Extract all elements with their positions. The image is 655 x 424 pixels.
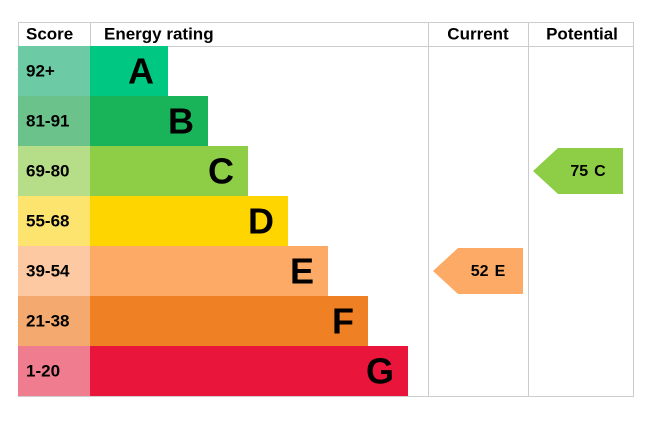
rating-bar (90, 246, 328, 296)
rating-letter: G (366, 351, 394, 392)
score-cell (18, 46, 90, 96)
potential-label: 75 C (570, 163, 606, 180)
current-value: 52 (471, 263, 489, 280)
score-cell (18, 346, 90, 396)
rating-bar (90, 146, 248, 196)
rating-letter: E (290, 251, 314, 292)
header-current: Current (447, 25, 509, 44)
score-cell (18, 146, 90, 196)
potential-value: 75 (570, 163, 588, 180)
rating-bar (90, 346, 408, 396)
rating-bar (90, 46, 168, 96)
rating-bar (90, 196, 288, 246)
current-letter: E (495, 263, 506, 280)
header-potential: Potential (546, 25, 618, 44)
score-label: 21-38 (26, 312, 69, 331)
score-label: 92+ (26, 62, 55, 81)
rating-letter: F (332, 301, 354, 342)
score-cell (18, 96, 90, 146)
score-label: 69-80 (26, 162, 69, 181)
score-label: 81-91 (26, 112, 69, 131)
potential-letter: C (594, 163, 606, 180)
score-cell (18, 196, 90, 246)
header-score: Score (26, 25, 73, 44)
score-label: 39-54 (26, 262, 70, 281)
score-label: 1-20 (26, 362, 60, 381)
current-label: 52 E (471, 263, 506, 280)
rating-letter: D (248, 201, 274, 242)
potential-arrow (533, 148, 623, 194)
rating-bar (90, 296, 368, 346)
score-cell (18, 296, 90, 346)
rating-bar (90, 96, 208, 146)
rating-letter: A (128, 51, 154, 92)
rating-letter: B (168, 101, 194, 142)
current-arrow (433, 248, 523, 294)
score-cell (18, 246, 90, 296)
header-rating: Energy rating (104, 25, 214, 44)
rating-letter: C (208, 151, 234, 192)
score-label: 55-68 (26, 212, 69, 231)
